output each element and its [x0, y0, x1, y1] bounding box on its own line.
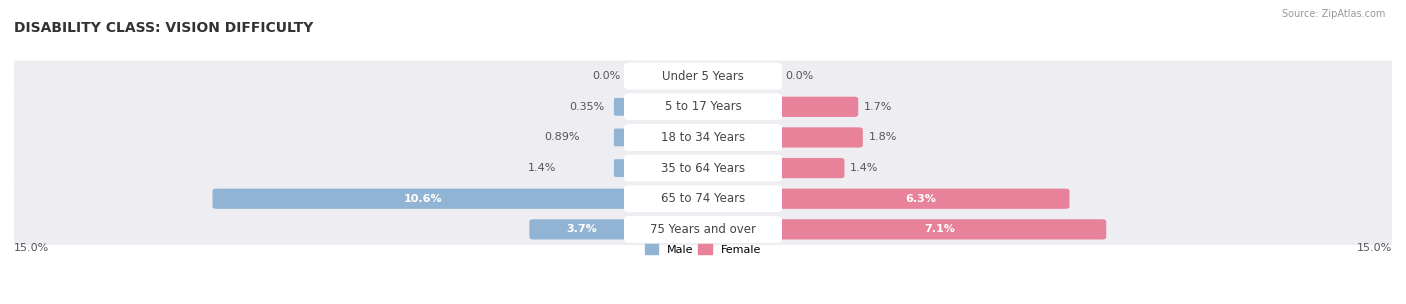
- Text: 1.4%: 1.4%: [851, 163, 879, 173]
- FancyBboxPatch shape: [10, 183, 1396, 214]
- Text: Under 5 Years: Under 5 Years: [662, 70, 744, 83]
- Text: 65 to 74 Years: 65 to 74 Years: [661, 192, 745, 205]
- Text: 3.7%: 3.7%: [565, 224, 596, 234]
- FancyBboxPatch shape: [614, 98, 628, 116]
- Text: 15.0%: 15.0%: [14, 244, 49, 253]
- FancyBboxPatch shape: [624, 155, 782, 181]
- Text: 18 to 34 Years: 18 to 34 Years: [661, 131, 745, 144]
- FancyBboxPatch shape: [773, 97, 858, 117]
- FancyBboxPatch shape: [212, 188, 633, 209]
- FancyBboxPatch shape: [614, 159, 628, 177]
- FancyBboxPatch shape: [10, 122, 1396, 153]
- Text: 0.0%: 0.0%: [786, 71, 814, 81]
- FancyBboxPatch shape: [624, 216, 782, 243]
- Text: 75 Years and over: 75 Years and over: [650, 223, 756, 236]
- Text: 1.7%: 1.7%: [863, 102, 893, 112]
- Text: 0.89%: 0.89%: [544, 133, 579, 143]
- FancyBboxPatch shape: [773, 158, 845, 178]
- Text: 1.8%: 1.8%: [869, 133, 897, 143]
- Legend: Male, Female: Male, Female: [641, 240, 765, 259]
- Text: 5 to 17 Years: 5 to 17 Years: [665, 100, 741, 113]
- FancyBboxPatch shape: [624, 185, 782, 212]
- FancyBboxPatch shape: [773, 188, 1070, 209]
- Text: 0.35%: 0.35%: [569, 102, 605, 112]
- Text: 6.3%: 6.3%: [905, 194, 936, 204]
- FancyBboxPatch shape: [10, 214, 1396, 245]
- FancyBboxPatch shape: [773, 219, 1107, 240]
- Text: DISABILITY CLASS: VISION DIFFICULTY: DISABILITY CLASS: VISION DIFFICULTY: [14, 21, 314, 35]
- FancyBboxPatch shape: [530, 219, 633, 240]
- Text: 7.1%: 7.1%: [924, 224, 955, 234]
- Text: 35 to 64 Years: 35 to 64 Years: [661, 162, 745, 174]
- Text: 0.0%: 0.0%: [592, 71, 620, 81]
- Text: 10.6%: 10.6%: [404, 194, 441, 204]
- FancyBboxPatch shape: [624, 124, 782, 151]
- FancyBboxPatch shape: [10, 60, 1396, 92]
- FancyBboxPatch shape: [10, 153, 1396, 184]
- Text: 15.0%: 15.0%: [1357, 244, 1392, 253]
- Text: Source: ZipAtlas.com: Source: ZipAtlas.com: [1281, 9, 1385, 19]
- FancyBboxPatch shape: [624, 63, 782, 90]
- Text: 1.4%: 1.4%: [527, 163, 555, 173]
- FancyBboxPatch shape: [614, 129, 628, 146]
- FancyBboxPatch shape: [773, 127, 863, 147]
- FancyBboxPatch shape: [624, 93, 782, 120]
- FancyBboxPatch shape: [10, 91, 1396, 123]
